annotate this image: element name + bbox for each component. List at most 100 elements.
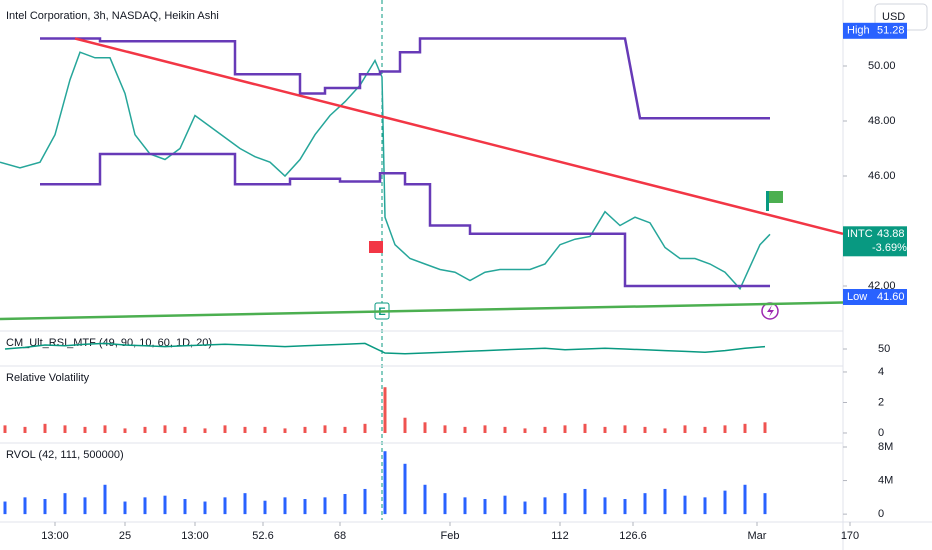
bar — [203, 501, 207, 515]
y-tick-label: 0 — [878, 427, 884, 439]
bar — [103, 425, 107, 433]
pane-title: RVOL (42, 111, 500000) — [6, 449, 124, 461]
y-tick-label: 42.00 — [868, 280, 896, 292]
bar — [443, 493, 447, 515]
x-tick-label: 126.6 — [619, 530, 647, 542]
bar — [323, 425, 327, 433]
bar — [763, 493, 767, 515]
bar — [183, 426, 187, 433]
bar — [723, 490, 727, 515]
bar — [363, 488, 367, 515]
bar — [543, 497, 547, 515]
bar — [643, 493, 647, 515]
x-tick-label: Feb — [441, 530, 460, 542]
y-tick-label: 8M — [878, 441, 893, 453]
bar — [423, 484, 427, 515]
y-tick-label: 46.00 — [868, 170, 896, 182]
bar — [743, 484, 747, 515]
x-tick-label: 112 — [551, 530, 569, 542]
series-line — [0, 301, 844, 321]
bar — [483, 425, 487, 433]
bar — [383, 451, 387, 515]
x-tick-label: 13:00 — [181, 530, 209, 542]
bar — [163, 495, 167, 515]
marker-name: Low — [847, 291, 867, 303]
bar — [323, 497, 327, 515]
bar — [583, 423, 587, 433]
bar — [343, 493, 347, 515]
bar — [503, 495, 507, 515]
y-tick-label: 4 — [878, 366, 884, 378]
marker-name: INTC — [847, 228, 873, 240]
bar — [563, 425, 567, 433]
bar — [683, 495, 687, 515]
currency[interactable]: USD — [882, 11, 905, 23]
bar — [183, 499, 187, 515]
bar — [623, 499, 627, 515]
x-tick-label: Mar — [748, 530, 767, 542]
bar — [83, 497, 87, 515]
series-line — [0, 51, 771, 291]
bar — [63, 425, 67, 433]
pane-title: Relative Volatility — [6, 372, 90, 384]
pane-title: CM_Ult_RSI_MTF (49, 90, 10, 60, 1D, 20) — [6, 337, 212, 349]
price-marker — [843, 289, 907, 305]
bar — [603, 426, 607, 433]
bar — [3, 501, 7, 515]
bar — [43, 499, 47, 515]
series-line — [40, 152, 770, 288]
bar — [743, 423, 747, 433]
bar — [243, 493, 247, 515]
bar — [703, 426, 707, 433]
bar — [683, 425, 687, 433]
bar — [23, 426, 27, 433]
bar — [303, 499, 307, 515]
bar — [243, 426, 247, 433]
x-tick-label: 25 — [119, 530, 131, 542]
bar — [283, 428, 287, 433]
bar — [623, 425, 627, 433]
marker-value: 43.88 — [877, 228, 905, 240]
bar — [203, 428, 207, 433]
bar — [603, 497, 607, 515]
flag-pole — [766, 191, 769, 211]
bar — [63, 493, 67, 515]
bar — [223, 425, 227, 433]
bar — [103, 484, 107, 515]
bar — [123, 501, 127, 515]
bar — [343, 426, 347, 433]
y-tick-label: 48.00 — [868, 115, 896, 127]
bar — [583, 488, 587, 515]
y-tick-label: 50.00 — [868, 60, 896, 72]
pane-title: Intel Corporation, 3h, NASDAQ, Heikin As… — [6, 10, 219, 22]
bar — [283, 497, 287, 515]
y-tick-label: 50 — [878, 343, 890, 355]
bar — [463, 497, 467, 515]
x-tick-label: 13:00 — [41, 530, 69, 542]
price-marker — [843, 226, 907, 257]
bar — [143, 426, 147, 433]
bar — [303, 426, 307, 433]
bar — [663, 428, 667, 433]
bar — [263, 426, 267, 433]
bar — [223, 497, 227, 515]
marker-value: 51.28 — [877, 25, 905, 37]
bar — [523, 501, 527, 515]
flag — [369, 241, 383, 253]
bar — [483, 499, 487, 515]
bar — [703, 497, 707, 515]
series-line — [40, 37, 770, 120]
bar — [23, 497, 27, 515]
bar — [163, 425, 167, 433]
bar — [563, 493, 567, 515]
x-tick-label: 170 — [841, 530, 859, 542]
bar — [43, 423, 47, 433]
y-tick-label: 2 — [878, 396, 884, 408]
bar — [83, 426, 87, 433]
bar — [3, 425, 7, 433]
series-line — [74, 37, 844, 236]
bar — [143, 497, 147, 515]
bar — [263, 500, 267, 515]
y-tick-label: 4M — [878, 474, 893, 486]
bar — [383, 387, 387, 433]
